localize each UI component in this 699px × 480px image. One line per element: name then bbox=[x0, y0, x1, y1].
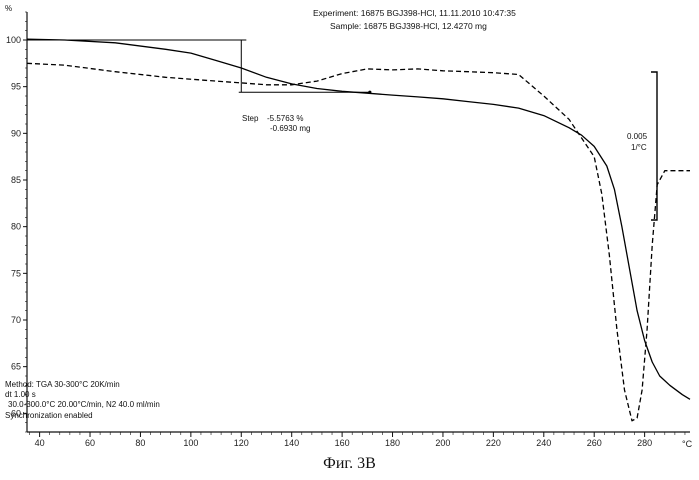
scale-bar-bracket bbox=[651, 72, 657, 220]
y-tick-label: 75 bbox=[11, 268, 21, 278]
x-tick-label: 260 bbox=[587, 438, 602, 448]
experiment-line: Experiment: 16875 BGJ398-HCl, 11.11.2010… bbox=[313, 8, 516, 18]
x-axis-unit: °C bbox=[682, 439, 693, 449]
x-tick-label: 200 bbox=[435, 438, 450, 448]
x-tick-label: 180 bbox=[385, 438, 400, 448]
y-tick-label: 100 bbox=[6, 35, 21, 45]
step-mass: -0.6930 mg bbox=[270, 124, 310, 133]
sample-line: Sample: 16875 BGJ398-HCl, 12.4270 mg bbox=[330, 21, 487, 31]
x-tick-label: 120 bbox=[234, 438, 249, 448]
step-end-point bbox=[368, 91, 371, 94]
y-axis: 6065707580859095100% bbox=[5, 4, 27, 432]
step-percent: -5.5763 % bbox=[267, 114, 303, 123]
x-tick-label: 240 bbox=[536, 438, 551, 448]
x-tick-label: 280 bbox=[637, 438, 652, 448]
method-line-4: Synchronization enabled bbox=[5, 411, 93, 420]
method-line-2: dt 1.00 s bbox=[5, 390, 36, 399]
dtg-curve bbox=[27, 63, 690, 421]
x-tick-label: 60 bbox=[85, 438, 95, 448]
y-tick-label: 85 bbox=[11, 175, 21, 185]
x-tick-label: 100 bbox=[183, 438, 198, 448]
y-tick-label: 95 bbox=[11, 82, 21, 92]
method-line-1: Method: TGA 30-300°C 20K/min bbox=[5, 380, 120, 389]
scale-bar-unit: 1/°C bbox=[631, 143, 647, 152]
y-tick-label: 90 bbox=[11, 128, 21, 138]
x-axis: 40 60 80 100 120 140 160 180 200 220 240 260 280 bbox=[30, 432, 685, 448]
method-line-3: 30.0-300.0°C 20.00°C/min, N2 40.0 ml/min bbox=[8, 400, 160, 409]
y-tick-label: 80 bbox=[11, 222, 21, 232]
x-tick-label: 40 bbox=[35, 438, 45, 448]
step-label: Step bbox=[242, 114, 259, 123]
tga-curve bbox=[27, 39, 690, 399]
y-axis-top-label: % bbox=[5, 4, 12, 13]
x-tick-label: 160 bbox=[335, 438, 350, 448]
y-tick-label: 70 bbox=[11, 315, 21, 325]
x-tick-label: 80 bbox=[135, 438, 145, 448]
series-layer bbox=[27, 39, 690, 421]
x-tick-label: 140 bbox=[284, 438, 299, 448]
scale-bar bbox=[651, 72, 657, 220]
figure-caption: Фиг. 3В bbox=[0, 455, 699, 473]
tga-chart: 60 65 70 75 80 85 90 95 100% 40 60 80 100 120 140 160 1… bbox=[0, 0, 699, 452]
scale-bar-value: 0.005 bbox=[627, 132, 648, 141]
y-tick-label: 65 bbox=[11, 362, 21, 372]
x-tick-label: 220 bbox=[486, 438, 501, 448]
plot-frame bbox=[27, 12, 690, 432]
